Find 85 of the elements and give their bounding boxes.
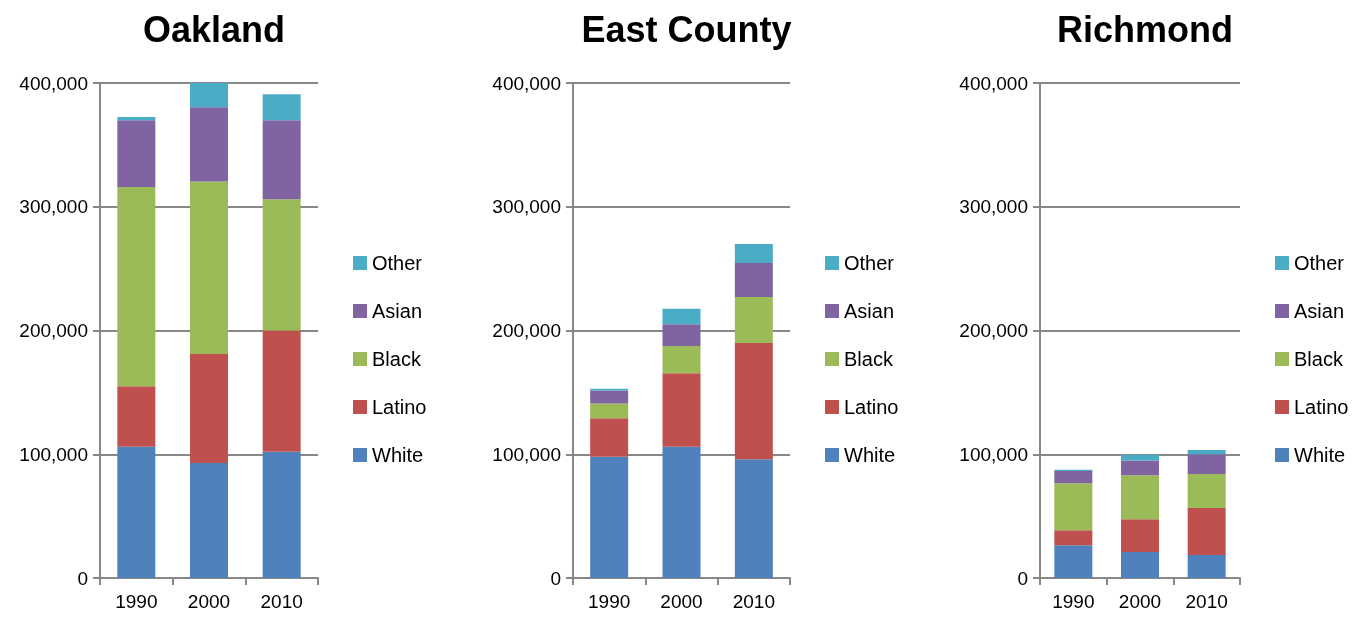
bar: [1187, 449, 1226, 455]
x-tick-label: 2000: [1118, 591, 1162, 612]
bar: [734, 297, 773, 343]
bar: [1187, 474, 1226, 509]
bar: [1054, 483, 1093, 531]
y-tick-label: 300,000: [492, 196, 561, 218]
bar: [117, 120, 156, 187]
legend-label: White: [1294, 444, 1346, 466]
bar: [1187, 555, 1226, 578]
y-tick-label: 100,000: [492, 443, 561, 465]
bar: [734, 459, 773, 578]
bar: [590, 418, 629, 457]
y-tick-label: 100,000: [959, 443, 1028, 465]
bar: [1187, 454, 1226, 475]
legend-label: White: [372, 444, 424, 466]
legend-label: Other: [844, 252, 895, 274]
bar: [1187, 508, 1226, 556]
bar: [262, 199, 301, 331]
bar: [117, 186, 156, 387]
chart-title: Oakland: [142, 8, 286, 50]
bar: [1054, 545, 1093, 578]
bar: [662, 373, 701, 447]
x-tick-label: 2000: [660, 591, 703, 612]
legend-label: Latino: [1294, 396, 1349, 418]
bar: [1054, 470, 1093, 484]
y-tick-label: 300,000: [959, 196, 1028, 218]
legend-label: Latino: [844, 396, 899, 418]
legend-label: Black: [1294, 348, 1344, 370]
y-tick-label: 300,000: [19, 196, 88, 218]
bar: [734, 263, 773, 298]
legend-label: Asian: [1294, 300, 1345, 322]
chart-title: East County: [581, 8, 792, 50]
legend-label: Black: [844, 348, 894, 370]
bar: [662, 446, 701, 578]
y-tick-label: 0: [1017, 567, 1028, 589]
bar: [190, 462, 228, 578]
legend-label: Other: [372, 252, 423, 274]
legend-label: Asian: [844, 300, 895, 322]
bar: [117, 386, 156, 447]
x-tick-label: 2010: [260, 591, 303, 612]
bar: [1121, 460, 1159, 476]
legend-label: Asian: [372, 300, 423, 322]
x-tick-label: 1990: [588, 591, 631, 612]
y-tick-label: 400,000: [19, 72, 88, 94]
y-tick-label: 0: [77, 567, 88, 589]
bar: [1121, 454, 1159, 461]
bar: [734, 243, 773, 264]
bar: [117, 117, 156, 121]
bar: [262, 120, 301, 200]
bar: [262, 451, 301, 578]
chart-title: Richmond: [1057, 8, 1233, 50]
bar: [190, 107, 228, 182]
bar: [1121, 552, 1159, 578]
bar: [662, 308, 701, 325]
bar: [262, 94, 301, 121]
bar: [590, 456, 629, 578]
bar: [1054, 530, 1093, 546]
bar: [590, 403, 629, 419]
x-tick-label: 2010: [732, 591, 775, 612]
bar: [262, 330, 301, 452]
y-tick-label: 200,000: [492, 320, 561, 341]
legend-label: White: [844, 444, 896, 466]
x-tick-label: 2010: [1185, 591, 1228, 612]
legend-label: Latino: [372, 396, 427, 418]
x-tick-label: 1990: [115, 591, 158, 612]
bar: [190, 354, 228, 463]
y-tick-label: 400,000: [959, 72, 1028, 94]
y-tick-label: 400,000: [492, 72, 561, 94]
bar: [117, 446, 156, 578]
legend-label: Other: [1294, 252, 1345, 274]
bar: [590, 390, 629, 404]
bar: [1121, 519, 1159, 553]
bar: [734, 342, 773, 460]
bar: [190, 83, 228, 108]
bar: [662, 345, 701, 374]
y-tick-label: 100,000: [19, 443, 88, 465]
legend-label: Black: [372, 348, 422, 370]
bar: [190, 181, 228, 355]
bar: [1121, 475, 1159, 520]
bar: [662, 324, 701, 346]
x-tick-label: 2000: [187, 591, 231, 612]
y-tick-label: 0: [550, 567, 561, 589]
x-tick-label: 1990: [1052, 591, 1095, 612]
y-tick-label: 200,000: [959, 320, 1028, 341]
y-tick-label: 200,000: [19, 320, 88, 341]
